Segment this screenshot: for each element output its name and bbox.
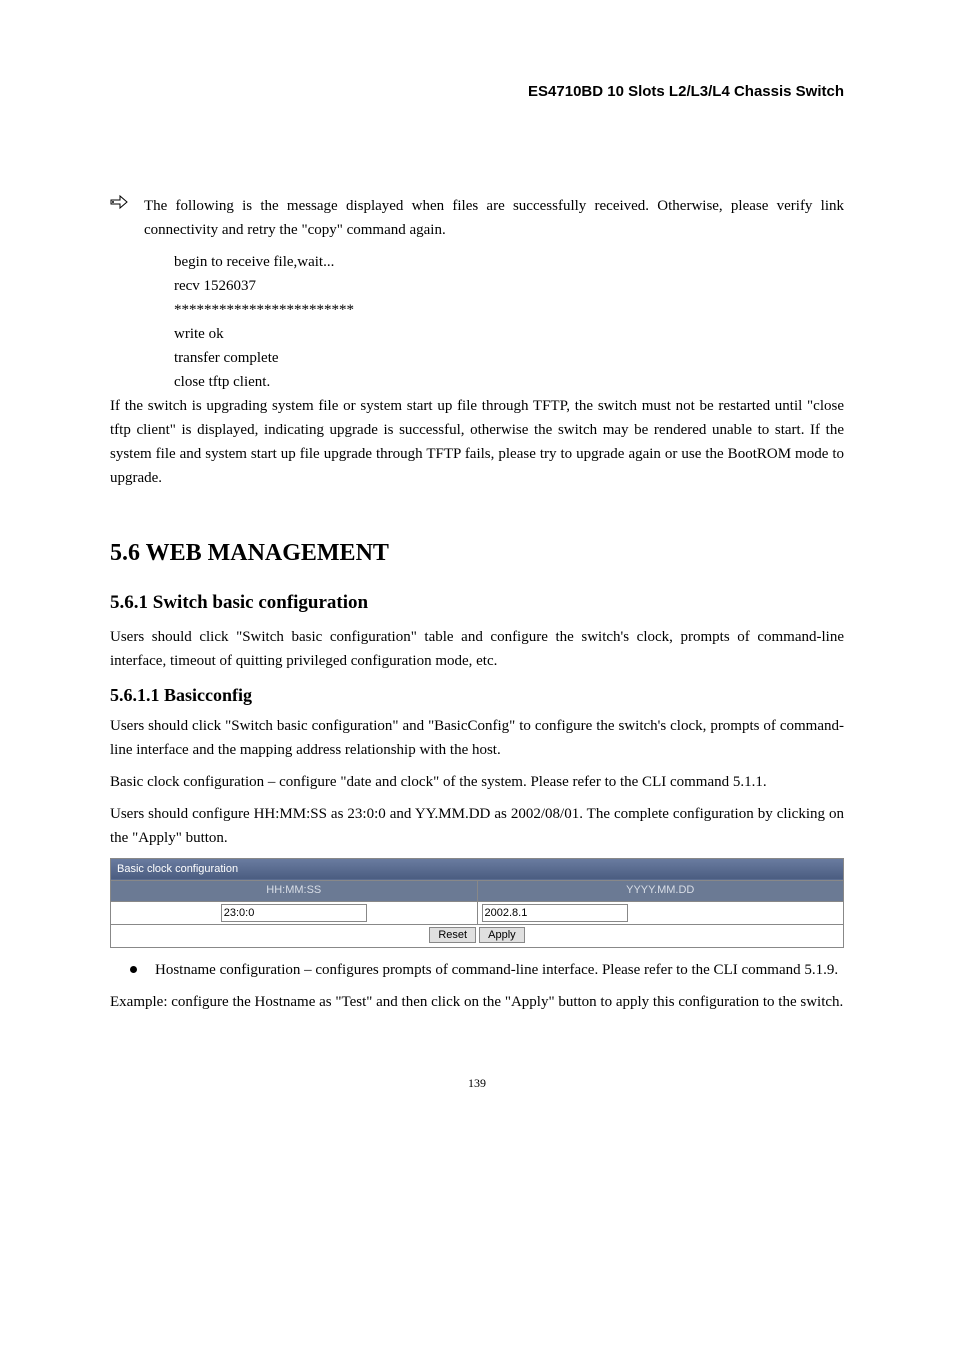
example-paragraph: Example: configure the Hostname as "Test…	[110, 990, 844, 1014]
basicconfig-para2: Basic clock configuration – configure "d…	[110, 770, 844, 794]
section-5-6-1-heading: 5.6.1 Switch basic configuration	[110, 588, 844, 618]
clock-col-hhmmss: HH:MM:SS	[111, 881, 478, 902]
hand-pointer-icon	[110, 194, 134, 250]
console-line: ************************	[174, 298, 844, 322]
basicconfig-para1: Users should click "Switch basic configu…	[110, 714, 844, 762]
console-line: transfer complete	[174, 346, 844, 370]
console-line: recv 1526037	[174, 274, 844, 298]
section-5-6-heading: 5.6 WEB MANAGEMENT	[110, 534, 844, 572]
pointer-bullet-row: The following is the message displayed w…	[110, 194, 844, 250]
hostname-bullet-row: Hostname configuration – configures prom…	[110, 958, 844, 990]
tftp-warning-paragraph: If the switch is upgrading system file o…	[110, 394, 844, 490]
section-5-6-1-1-heading: 5.6.1.1 Basicconfig	[110, 681, 844, 710]
reset-button[interactable]: Reset	[429, 927, 476, 943]
basicconfig-para3: Users should configure HH:MM:SS as 23:0:…	[110, 802, 844, 850]
yyyymmdd-input[interactable]	[482, 904, 628, 922]
console-output-block: begin to receive file,wait... recv 15260…	[174, 250, 844, 394]
console-line: write ok	[174, 322, 844, 346]
hhmmss-input[interactable]	[221, 904, 367, 922]
basic-clock-config-table: Basic clock configuration HH:MM:SS YYYY.…	[110, 858, 844, 948]
intro-bullet-text: The following is the message displayed w…	[144, 194, 844, 242]
clock-table-title: Basic clock configuration	[111, 858, 844, 881]
section-5-6-1-para: Users should click "Switch basic configu…	[110, 625, 844, 673]
console-line: close tftp client.	[174, 370, 844, 394]
hostname-bullet-text: Hostname configuration – configures prom…	[155, 958, 844, 982]
bullet-icon	[130, 966, 137, 973]
console-line: begin to receive file,wait...	[174, 250, 844, 274]
page-number: 139	[110, 1074, 844, 1093]
clock-col-yyyymmdd: YYYY.MM.DD	[477, 881, 844, 902]
page-header-title: ES4710BD 10 Slots L2/L3/L4 Chassis Switc…	[110, 80, 844, 104]
apply-button[interactable]: Apply	[479, 927, 525, 943]
